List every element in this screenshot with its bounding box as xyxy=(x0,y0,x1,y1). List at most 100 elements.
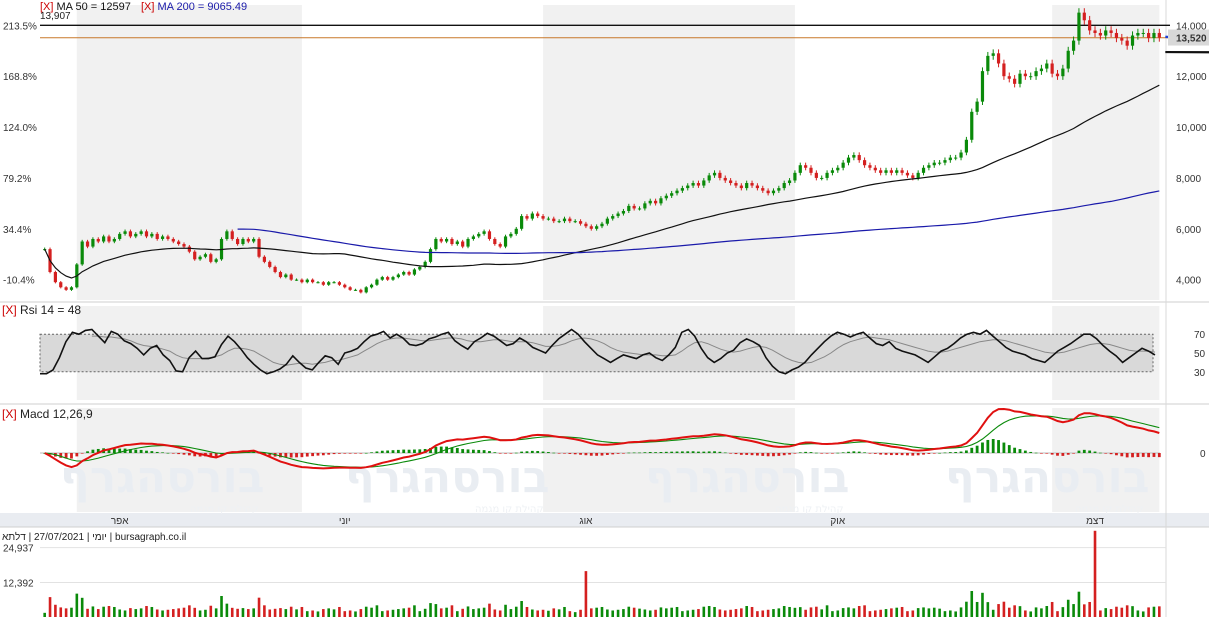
volume-bar xyxy=(932,607,936,617)
macd-bar xyxy=(536,451,540,453)
macd-bar xyxy=(107,448,111,453)
percent-tick-label: -10.4% xyxy=(3,276,35,287)
macd-bar xyxy=(413,449,416,453)
volume-bars xyxy=(43,530,1161,617)
macd-bar xyxy=(648,451,652,453)
ma50-close-toggle[interactable]: [X] xyxy=(40,1,54,13)
candle-body xyxy=(889,170,893,173)
month-stripe xyxy=(1052,5,1160,300)
candle-body xyxy=(471,236,475,239)
macd-line xyxy=(44,407,1160,470)
volume-bar xyxy=(879,609,882,617)
candle-body xyxy=(879,170,883,173)
macd-bar xyxy=(209,453,213,457)
candle-body xyxy=(514,228,518,234)
volume-bar xyxy=(890,608,893,617)
volume-bar xyxy=(155,609,159,617)
macd-bar xyxy=(139,449,143,453)
candle-body xyxy=(814,172,818,178)
percent-tick-label: 124.0% xyxy=(3,123,37,134)
candle-body xyxy=(1066,50,1070,69)
macd-bar xyxy=(514,452,518,454)
macd-bar xyxy=(836,452,840,454)
volume-bar xyxy=(965,601,968,617)
macd-bar xyxy=(965,450,968,453)
candle-body xyxy=(444,238,449,242)
volume-bar xyxy=(884,609,888,617)
candle-body xyxy=(820,177,824,179)
volume-bar xyxy=(820,609,824,617)
month-stripe xyxy=(1052,408,1160,512)
volume-bar xyxy=(874,610,877,617)
volume-bar xyxy=(627,606,631,617)
macd-bar xyxy=(1088,450,1092,453)
candle-body xyxy=(439,238,443,242)
candle-body xyxy=(659,198,663,204)
volume-bar xyxy=(386,610,389,617)
volume-bar xyxy=(675,606,679,617)
volume-bar xyxy=(171,609,175,617)
macd-bar xyxy=(1034,452,1038,454)
macd-bar xyxy=(707,451,711,453)
watermark-text: בורסהגרף xyxy=(945,452,1149,503)
macd-bar xyxy=(611,453,615,455)
macd-bar xyxy=(943,452,947,454)
macd-bar xyxy=(471,449,475,453)
macd-bar xyxy=(1120,453,1124,457)
volume-bar xyxy=(316,611,320,617)
candle-body xyxy=(734,183,738,186)
candle-body xyxy=(938,162,942,164)
macd-bar xyxy=(461,449,465,453)
candle-body xyxy=(959,152,963,158)
macd-bar xyxy=(145,450,148,453)
volume-bar xyxy=(632,607,636,617)
candle-body xyxy=(621,210,626,214)
volume-bar xyxy=(691,609,695,617)
candle-body xyxy=(343,284,347,288)
volume-bar xyxy=(1029,611,1033,617)
candle-body xyxy=(1088,20,1092,31)
volume-bar xyxy=(1136,610,1140,617)
macd-bar xyxy=(75,453,79,457)
ma50-line xyxy=(44,84,1160,279)
macd-bar xyxy=(1023,450,1027,453)
watermark-text: בורסהגרף xyxy=(645,452,849,503)
macd-bar xyxy=(391,450,395,453)
price-tick-label: 12,000 xyxy=(1176,72,1207,83)
candle-body xyxy=(284,274,288,278)
volume-bar xyxy=(509,609,513,617)
macd-bar xyxy=(1093,451,1097,453)
candle-body xyxy=(1029,76,1033,78)
macd-bar xyxy=(338,453,341,454)
candle-body xyxy=(787,180,792,184)
candle-body xyxy=(428,249,433,262)
volume-bar xyxy=(225,603,229,617)
ma200-close-toggle[interactable]: [X] xyxy=(141,1,155,13)
volume-bar xyxy=(96,609,100,617)
volume-bar xyxy=(482,607,486,617)
macd-bar xyxy=(182,453,186,455)
volume-bar xyxy=(407,607,411,617)
candle-body xyxy=(1018,73,1022,84)
macd-bar xyxy=(1136,453,1140,458)
candle-body xyxy=(305,279,309,283)
macd-bar xyxy=(466,449,470,453)
macd-bar xyxy=(616,453,620,454)
candle-body xyxy=(691,183,695,186)
candle-body xyxy=(1104,30,1108,36)
macd-bar xyxy=(161,452,164,453)
rsi-close-toggle[interactable]: [X] xyxy=(2,303,17,317)
macd-bar xyxy=(348,453,352,454)
volume-bar xyxy=(841,608,845,617)
macd-bar xyxy=(396,449,400,453)
volume-bar xyxy=(1115,606,1118,617)
macd-close-toggle[interactable]: [X] xyxy=(2,407,17,421)
macd-bar xyxy=(756,453,759,456)
macd-bar xyxy=(895,453,899,456)
macd-bar xyxy=(1061,453,1065,456)
volume-bar xyxy=(1002,601,1006,617)
macd-bar xyxy=(86,451,89,453)
macd-bar xyxy=(579,453,582,455)
volume-bar xyxy=(611,610,615,617)
macd-bar xyxy=(857,451,861,453)
